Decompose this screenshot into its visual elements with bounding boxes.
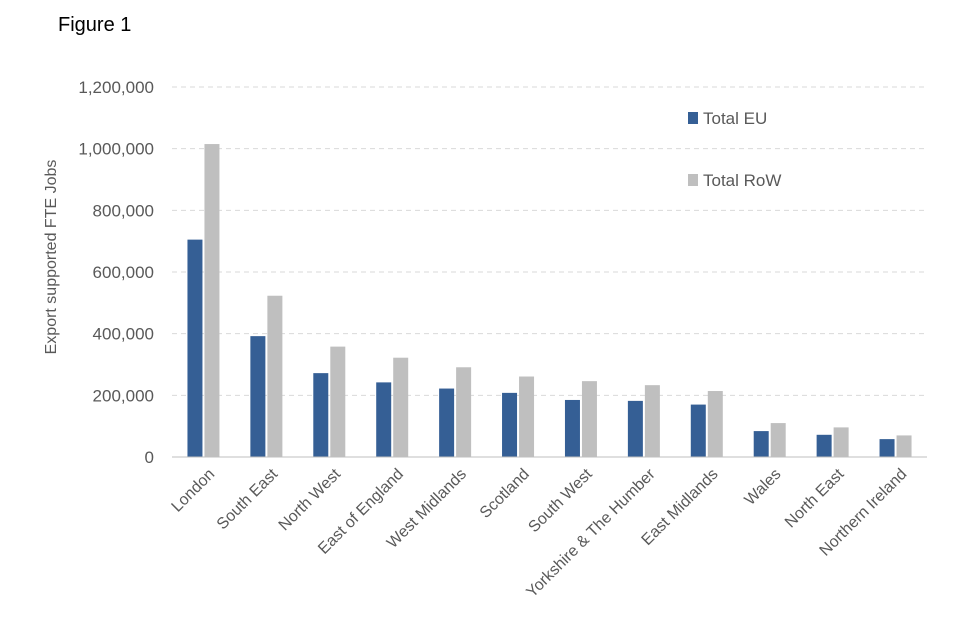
y-tick-label: 800,000	[93, 201, 154, 220]
legend-swatch	[688, 174, 698, 186]
bar-total-row	[833, 427, 849, 457]
bar-total-row	[330, 346, 346, 457]
legend-label: Total EU	[703, 109, 767, 128]
gridlines	[172, 86, 927, 396]
bar-total-eu	[816, 434, 832, 457]
y-tick-label: 600,000	[93, 263, 154, 282]
bars	[187, 144, 912, 457]
bar-total-row	[770, 423, 786, 457]
bar-total-eu	[627, 400, 643, 457]
x-category-label: South East	[214, 465, 282, 533]
x-category-label: London	[169, 466, 219, 516]
bar-total-eu	[376, 382, 392, 457]
bar-total-row	[581, 381, 597, 457]
bar-total-row	[204, 144, 220, 457]
bar-total-eu	[879, 439, 895, 457]
bar-total-eu	[564, 399, 580, 457]
bar-total-eu	[753, 431, 769, 457]
y-axis-ticks: 0 200,000 400,000 600,000 800,000 1,000,000 1,…	[78, 78, 154, 467]
y-tick-label: 0	[145, 448, 154, 467]
x-category-label: North East	[782, 465, 848, 531]
bar-total-row	[896, 435, 912, 457]
y-tick-label: 400,000	[93, 325, 154, 344]
y-tick-label: 1,200,000	[78, 78, 154, 97]
x-category-label: Yorkshire & The Humber	[523, 465, 659, 601]
legend-swatch	[688, 112, 698, 124]
y-axis-label: Export supported FTE Jobs	[43, 160, 60, 355]
y-tick-label: 1,000,000	[78, 140, 154, 159]
legend: Total EU Total RoW	[688, 109, 781, 190]
bar-total-eu	[187, 239, 203, 457]
x-category-label: South West	[525, 465, 596, 536]
y-tick-label: 200,000	[93, 386, 154, 405]
bar-total-row	[393, 357, 409, 457]
bar-total-eu	[690, 404, 706, 457]
bar-total-row	[707, 391, 723, 457]
bar-total-row	[644, 385, 660, 457]
bar-total-row	[519, 376, 535, 457]
bar-total-eu	[250, 336, 266, 457]
x-category-label: Scotland	[477, 466, 533, 522]
x-category-label: North West	[276, 465, 345, 534]
bar-total-row	[267, 295, 283, 457]
bar-total-eu	[439, 388, 455, 457]
bar-total-eu	[502, 392, 518, 457]
legend-label: Total RoW	[703, 171, 781, 190]
bar-total-row	[456, 367, 472, 457]
bar-total-eu	[313, 373, 329, 457]
figure-label: Figure 1	[58, 14, 132, 36]
x-category-label: Wales	[742, 466, 785, 509]
